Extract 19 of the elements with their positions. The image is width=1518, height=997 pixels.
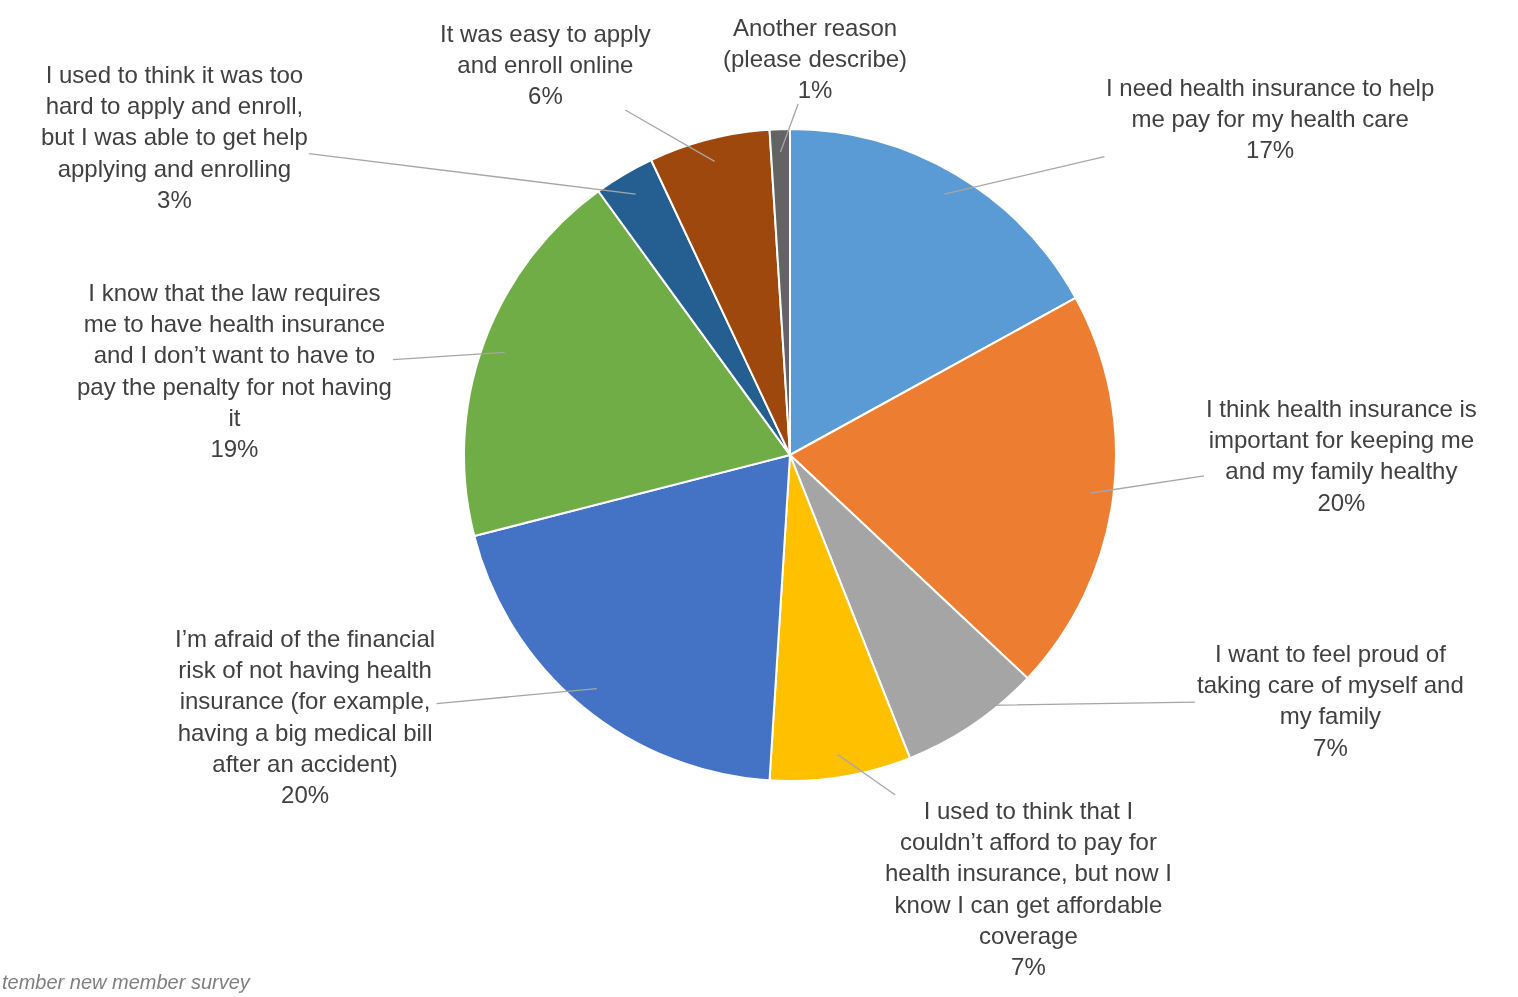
slice-label: I used to think it was too hard to apply and enroll, but I was able to get help applying and enrolling xyxy=(41,61,308,182)
slice-label: I think health insurance is important for keeping me and my family healthy xyxy=(1206,395,1477,485)
slice-label: I want to feel proud of taking care of myself and my family xyxy=(1197,640,1464,730)
slice-label: I used to think that I couldn’t afford to pay for health insurance, but now I know I can get affordable coverage xyxy=(885,797,1172,949)
data-label: 17% xyxy=(1246,136,1295,164)
data-label: 1% xyxy=(797,76,833,104)
slice-label: I need health insurance to help me pay for my health care xyxy=(1106,74,1435,133)
text: tember new member survey xyxy=(2,971,251,993)
data-label: 3% xyxy=(157,185,192,213)
data-label: 7% xyxy=(1313,733,1348,761)
data-label: 20% xyxy=(281,781,330,808)
data-label: 6% xyxy=(528,82,563,110)
slice-label: I’m afraid of the financial risk of not having health insurance (for example, having a big medical bill after an accident) xyxy=(175,625,436,777)
data-label: 7% xyxy=(1011,953,1046,980)
slice-label: I know that the law requires me to have health insurance and I don’t want to have to pay the penalty for not having it xyxy=(77,279,392,431)
slice-label: Another reason (please describe) xyxy=(723,14,908,73)
data-label: 20% xyxy=(1317,488,1366,516)
data-label: 19% xyxy=(210,435,259,462)
slice-label: It was easy to apply and enroll online xyxy=(440,20,651,79)
